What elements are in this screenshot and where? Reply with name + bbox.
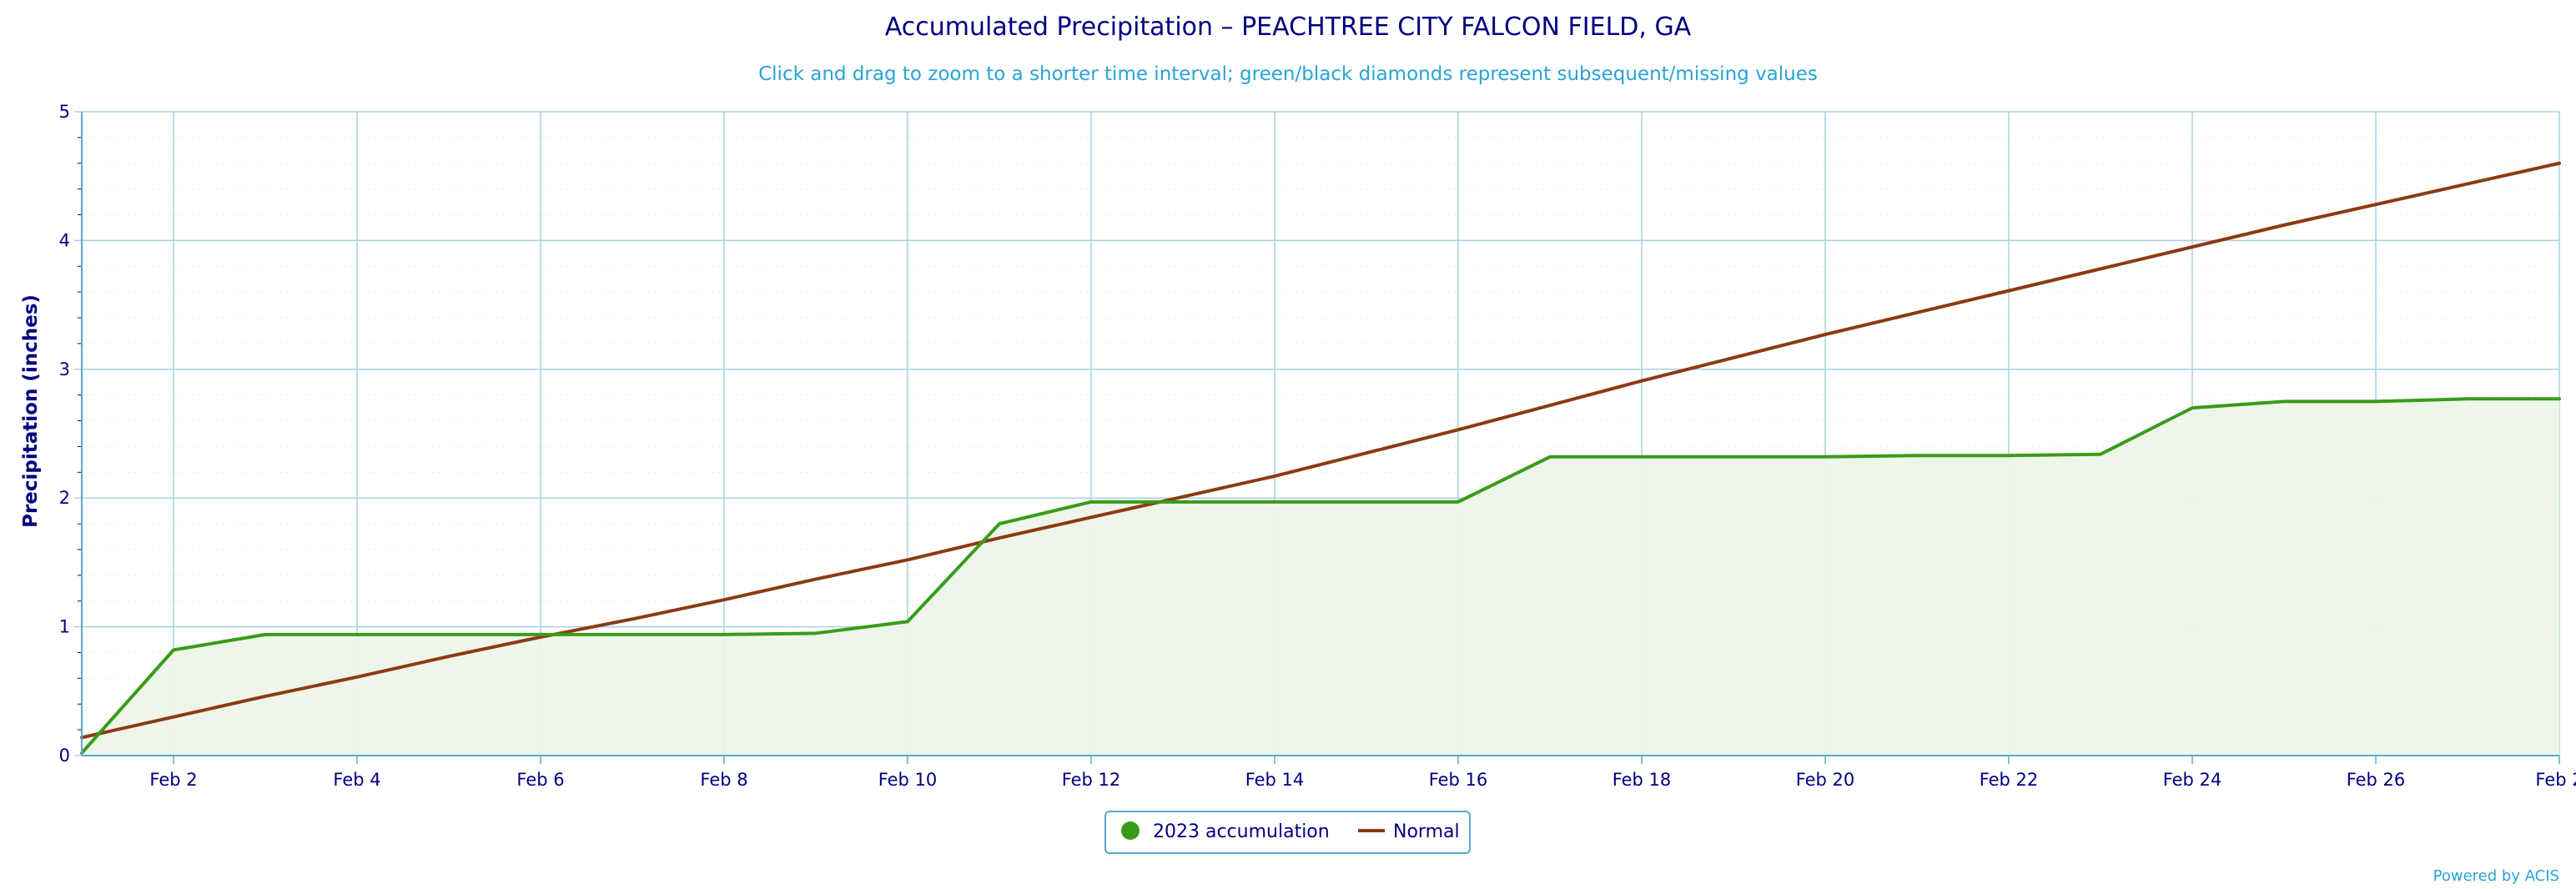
x-tick-label-4: Feb 4 [333, 770, 380, 790]
accumulation-2023-point-21[interactable] [1915, 454, 1919, 457]
x-tick-label-20: Feb 20 [1796, 770, 1855, 790]
x-tick-label-2: Feb 2 [149, 770, 197, 790]
x-tick-label-16: Feb 16 [1429, 770, 1488, 790]
accumulation-2023-point-28[interactable] [2558, 397, 2561, 400]
normal-point-9[interactable] [814, 577, 818, 580]
normal-point-18[interactable] [1640, 379, 1643, 382]
normal-point-13[interactable] [1181, 495, 1185, 498]
normal-point-21[interactable] [1915, 311, 1919, 314]
y-tick-label-0: 0 [59, 746, 70, 766]
series-line-layer [80, 161, 2561, 755]
normal-point-17[interactable] [1548, 404, 1552, 407]
accumulation-2023-point-2[interactable] [172, 648, 175, 651]
accumulation-2023-point-4[interactable] [355, 633, 359, 636]
accumulation-2023-point-23[interactable] [2099, 453, 2102, 456]
normal-point-23[interactable] [2099, 267, 2102, 270]
normal-point-14[interactable] [1273, 475, 1276, 478]
axis-layer [74, 111, 2560, 764]
x-tick-labels: Feb 2 Feb 4 Feb 6 Feb 8 Feb 10 Feb 12 Feb 14 Fe… [149, 770, 2576, 790]
accumulation-2023-point-17[interactable] [1548, 455, 1552, 459]
accumulation-2023-point-12[interactable] [1089, 500, 1093, 504]
accumulation-area-layer [82, 399, 2559, 756]
chart-subtitle: Click and drag to zoom to a shorter time… [758, 63, 1818, 85]
normal-point-20[interactable] [1824, 333, 1827, 336]
y-tick-label-1: 1 [59, 617, 70, 637]
accumulation-2023-point-5[interactable] [447, 633, 450, 636]
accumulation-2023-point-26[interactable] [2374, 399, 2377, 403]
x-tick-label-6: Feb 6 [516, 770, 564, 790]
normal-point-8[interactable] [722, 598, 726, 601]
legend[interactable]: 2023 accumulation Normal [1104, 811, 1471, 854]
accumulation-2023-point-7[interactable] [631, 633, 634, 636]
accumulation-2023-point-20[interactable] [1824, 455, 1827, 459]
y-tick-labels: 0 1 2 3 4 5 [59, 102, 70, 766]
normal-point-26[interactable] [2374, 203, 2377, 206]
accumulation-2023-point-13[interactable] [1181, 500, 1185, 504]
normal-point-10[interactable] [906, 558, 909, 561]
normal-point-3[interactable] [264, 695, 267, 698]
normal-point-12[interactable] [1089, 515, 1093, 519]
x-tick-label-8: Feb 8 [700, 770, 747, 790]
accumulation-2023-point-15[interactable] [1365, 500, 1368, 504]
accumulation-2023-series-line [80, 397, 2561, 755]
normal-point-27[interactable] [2466, 182, 2469, 185]
legend-marker-2023-accumulation [1121, 821, 1140, 840]
x-tick-label-22: Feb 22 [1980, 770, 2039, 790]
normal-point-19[interactable] [1732, 356, 1735, 359]
accumulation-2023-point-25[interactable] [2282, 399, 2286, 403]
accumulation-2023-point-11[interactable] [998, 522, 1001, 525]
normal-point-11[interactable] [998, 536, 1001, 540]
y-tick-label-5: 5 [59, 102, 70, 122]
x-tick-label-14: Feb 14 [1245, 770, 1305, 790]
legend-box [1104, 811, 1471, 854]
legend-item-normal[interactable]: Normal [1358, 821, 1460, 842]
accumulation-area [82, 399, 2559, 756]
accumulation-2023-point-27[interactable] [2466, 397, 2469, 400]
accumulation-2023-point-6[interactable] [539, 633, 542, 636]
x-tick-label-24: Feb 24 [2163, 770, 2222, 790]
normal-series-line [80, 161, 2561, 740]
x-tick-label-12: Feb 12 [1062, 770, 1121, 790]
legend-item-2023-accumulation[interactable]: 2023 accumulation [1121, 821, 1330, 842]
y-axis-title: Precipitation (inches) [20, 294, 42, 528]
normal-point-4[interactable] [355, 676, 359, 679]
normal-point-22[interactable] [2007, 289, 2010, 292]
accumulation-2023-point-14[interactable] [1273, 500, 1276, 504]
accumulation-2023-point-19[interactable] [1732, 455, 1735, 459]
x-tick-label-10: Feb 10 [878, 770, 938, 790]
legend-label-2023-accumulation: 2023 accumulation [1153, 821, 1330, 842]
accumulation-2023-point-18[interactable] [1640, 455, 1643, 459]
normal-point-24[interactable] [2191, 245, 2194, 249]
x-tick-label-28: Feb 2 [2535, 770, 2576, 790]
accumulation-2023-point-9[interactable] [814, 631, 818, 635]
y-tick-label-4: 4 [59, 230, 70, 250]
chart-title: Accumulated Precipitation – PEACHTREE CI… [885, 13, 1692, 42]
accumulation-2023-point-8[interactable] [722, 633, 726, 636]
normal-point-25[interactable] [2282, 224, 2286, 227]
credit-text[interactable]: Powered by ACIS [2433, 867, 2559, 885]
y-tick-label-2: 2 [59, 488, 70, 508]
y-tick-label-3: 3 [59, 359, 70, 379]
normal-point-16[interactable] [1457, 428, 1460, 431]
x-tick-label-26: Feb 26 [2347, 770, 2406, 790]
accumulation-2023-point-10[interactable] [906, 620, 909, 623]
accumulation-2023-point-22[interactable] [2007, 454, 2010, 457]
x-tick-label-18: Feb 18 [1613, 770, 1672, 790]
accumulation-2023-point-24[interactable] [2191, 406, 2194, 409]
normal-point-15[interactable] [1365, 451, 1368, 455]
normal-point-5[interactable] [447, 655, 450, 658]
legend-label-normal: Normal [1393, 821, 1460, 842]
normal-point-7[interactable] [631, 617, 634, 620]
accumulation-2023-point-3[interactable] [264, 633, 267, 636]
accumulation-2023-point-16[interactable] [1457, 500, 1460, 504]
normal-point-28[interactable] [2558, 162, 2561, 165]
normal-point-2[interactable] [172, 715, 175, 718]
